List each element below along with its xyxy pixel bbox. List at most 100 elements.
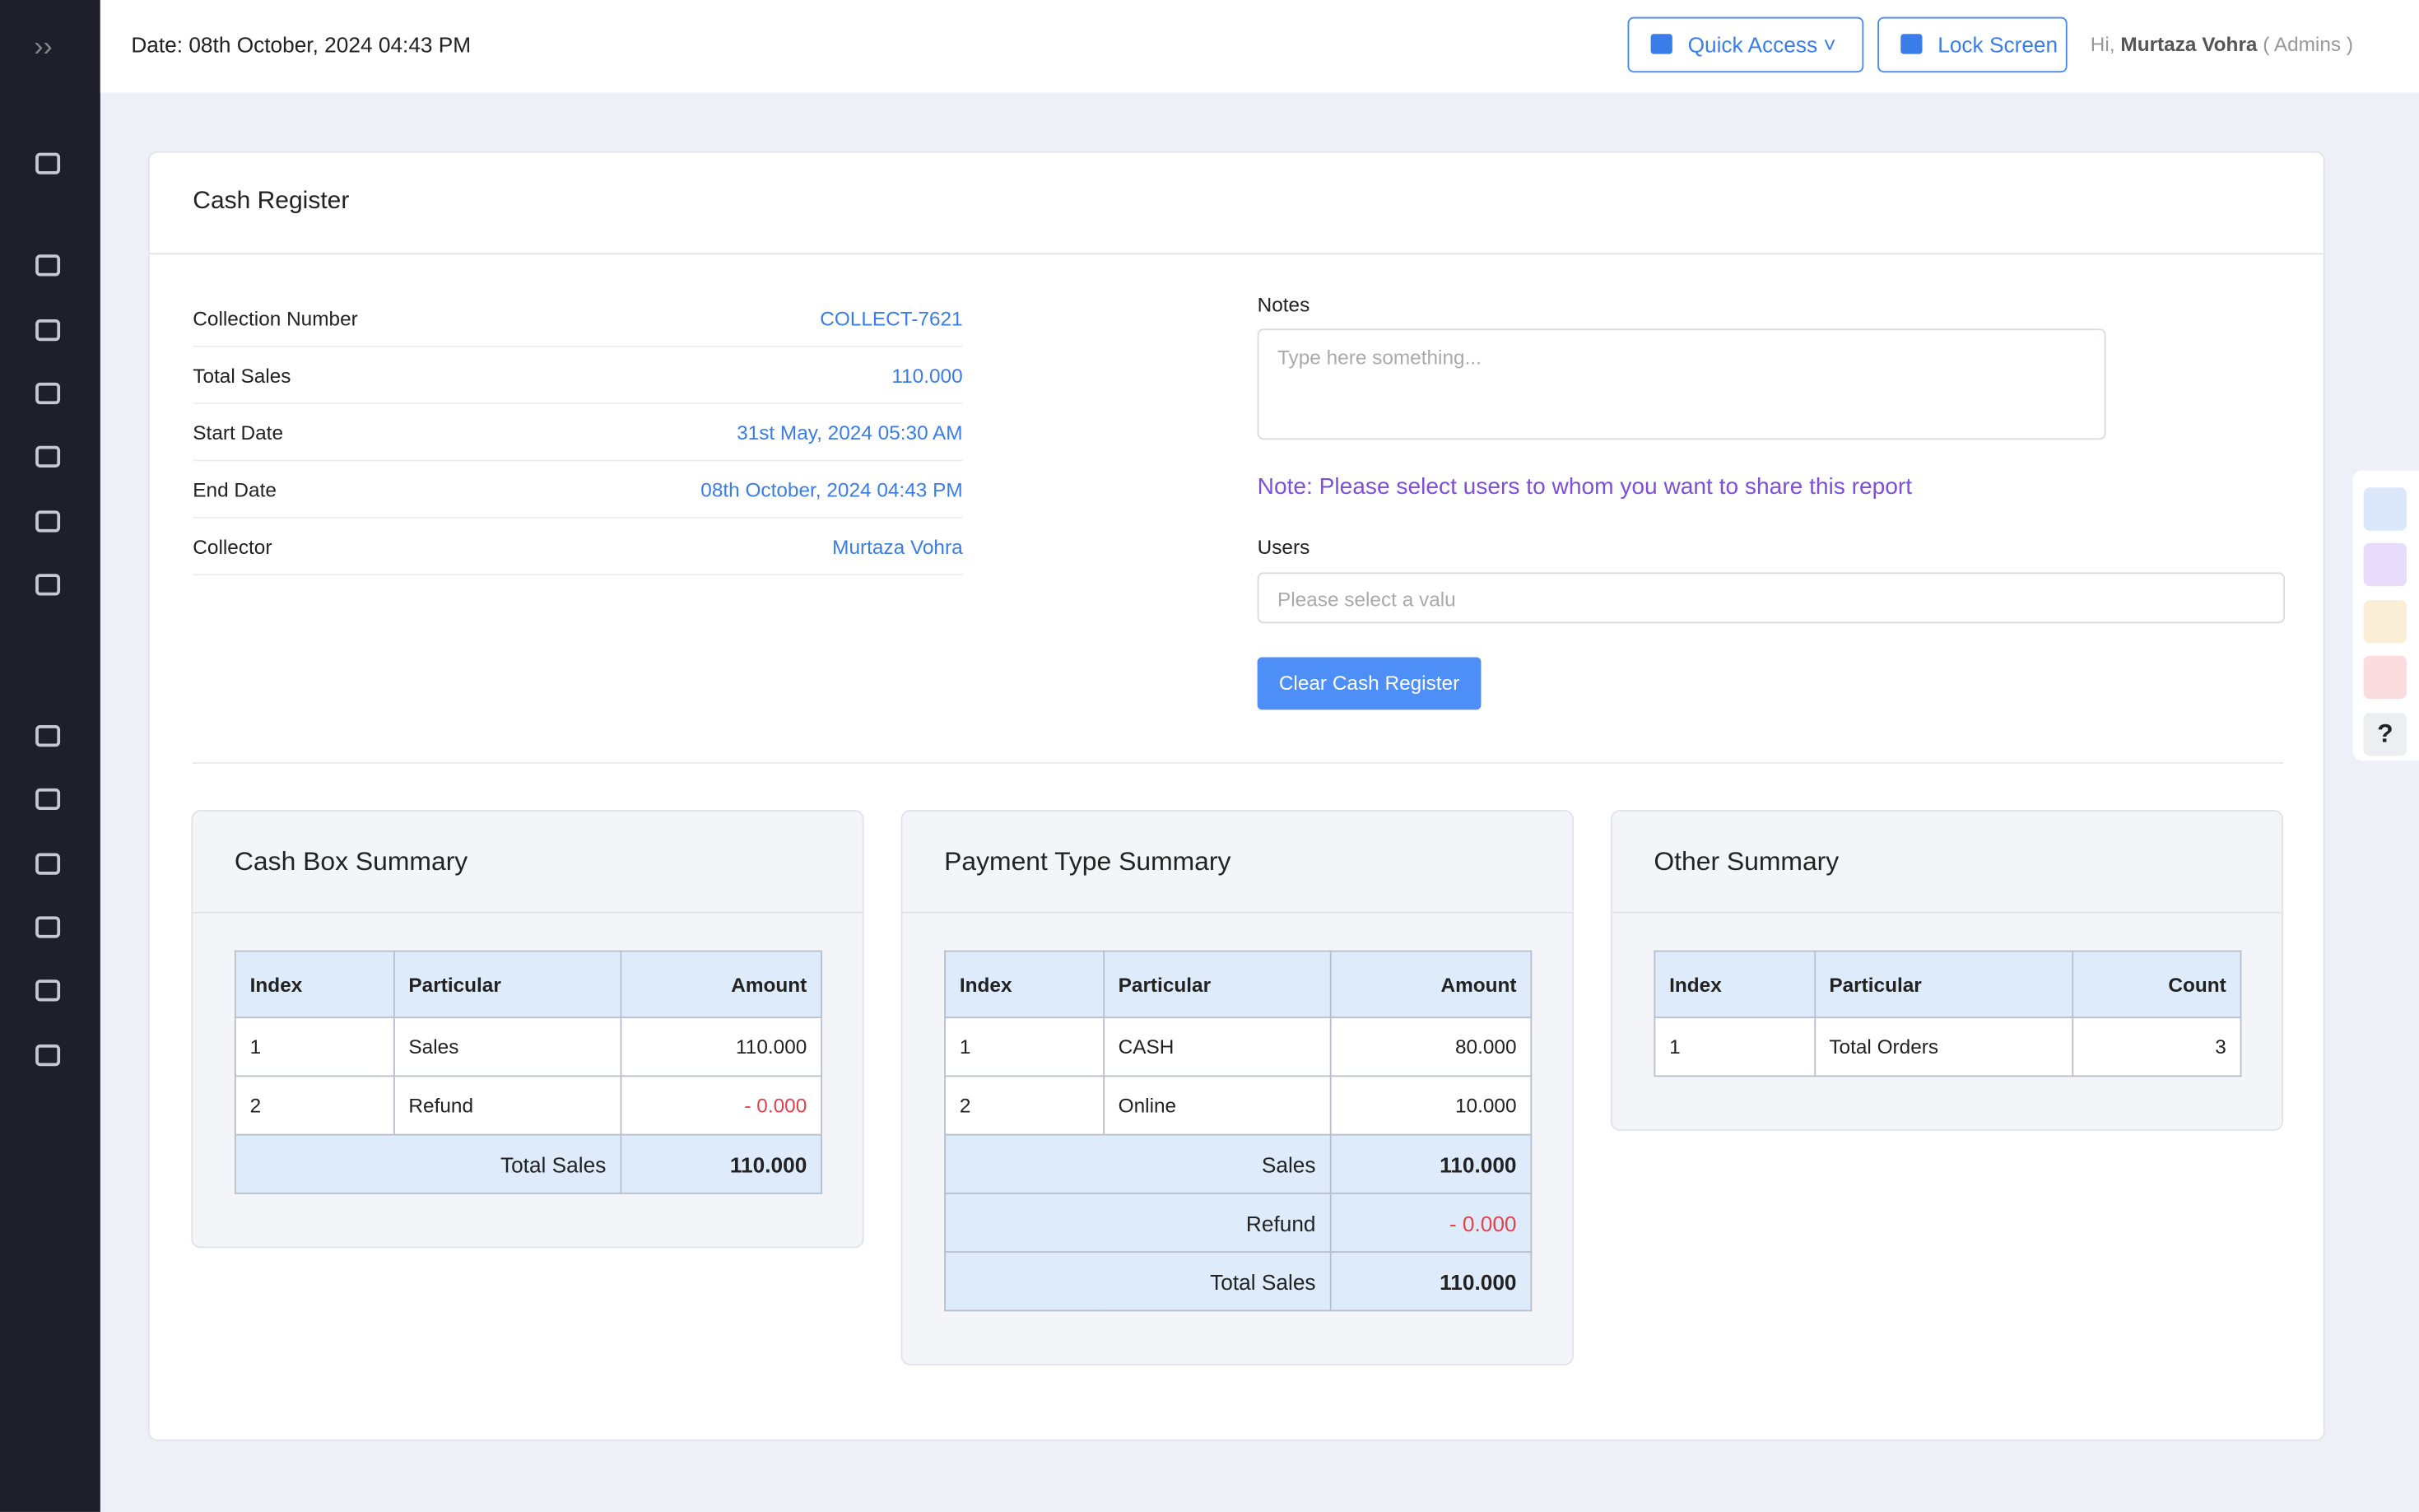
detail-value: Murtaza Vohra	[832, 534, 963, 558]
cell: Total Orders	[1813, 1017, 2073, 1077]
detail-value: 08th October, 2024 04:43 PM	[700, 477, 963, 501]
cell: 80.000	[1329, 1017, 1533, 1077]
help-shortcut[interactable]: ?	[2363, 712, 2407, 756]
header-cell: Particular	[393, 950, 622, 1019]
detail-row: Collector Murtaza Vohra	[193, 519, 963, 576]
cell: 1	[1654, 1017, 1816, 1077]
notes-label: Notes	[1257, 293, 1310, 317]
cell: Sales	[393, 1017, 622, 1077]
video-shortcut[interactable]	[2363, 655, 2407, 700]
header-row: Index Particular Amount	[234, 950, 823, 1019]
cell: 10.000	[1329, 1075, 1533, 1136]
footer-value: 110.000	[620, 1133, 823, 1194]
footer-label: Sales	[944, 1133, 1332, 1194]
cell: 110.000	[620, 1017, 823, 1077]
cell: 1	[944, 1017, 1105, 1077]
footer-label: Total Sales	[234, 1133, 622, 1194]
nav-icon[interactable]	[35, 1044, 61, 1067]
nav-icon[interactable]	[35, 853, 61, 875]
quick-access-button[interactable]: Quick Access ˅	[1627, 16, 1864, 73]
cell: 1	[234, 1017, 395, 1077]
calendar-shortcut[interactable]	[2363, 542, 2407, 587]
nav-icon[interactable]	[35, 382, 61, 405]
users-label: Users	[1257, 535, 1310, 559]
cell: 3	[2072, 1017, 2242, 1077]
header-cell: Particular	[1102, 950, 1332, 1019]
row: 2 Online 10.000	[944, 1075, 1533, 1136]
detail-label: Start Date	[193, 420, 284, 444]
row: 2 Refund - 0.000	[234, 1075, 823, 1136]
header-row: Index Particular Amount	[944, 950, 1533, 1019]
footer-row: Sales 110.000	[944, 1133, 1533, 1194]
summary-card: Payment Type Summary Index Particular Amoun…	[900, 810, 1574, 1365]
summary-title: Payment Type Summary	[902, 812, 1573, 914]
footer-row: Total Sales 110.000	[944, 1251, 1533, 1312]
summary-title: Other Summary	[1612, 812, 2282, 914]
detail-row: End Date 08th October, 2024 04:43 PM	[193, 461, 963, 519]
row: 1 CASH 80.000	[944, 1017, 1533, 1077]
cell: Online	[1102, 1075, 1332, 1136]
header-row: Index Particular Count	[1654, 950, 2242, 1019]
label: Quick Access	[1687, 32, 1818, 58]
nav-icon[interactable]	[35, 152, 61, 174]
header-cell: Index	[944, 950, 1105, 1019]
nav-icon[interactable]	[35, 724, 61, 747]
hi: Hi,	[2090, 32, 2115, 56]
summary-table: Index Particular Amount 1 CASH 80.000 2 Online 1…	[944, 950, 1533, 1312]
footer-row: Refund - 0.000	[944, 1192, 1533, 1254]
sidebar: ››	[0, 0, 100, 1512]
cell: 2	[944, 1075, 1105, 1136]
cell: 2	[234, 1075, 395, 1136]
detail-label: End Date	[193, 477, 277, 501]
detail-label: Collection Number	[193, 306, 358, 330]
nav-icon[interactable]	[35, 788, 61, 811]
header-cell: Amount	[620, 950, 823, 1019]
nav-icon[interactable]	[35, 319, 61, 342]
detail-value: COLLECT-7621	[820, 306, 963, 330]
summary-table: Index Particular Count 1 Total Orders 3	[1654, 950, 2242, 1077]
row: 1 Total Orders 3	[1654, 1017, 2242, 1077]
nav-icon[interactable]	[35, 979, 61, 1002]
share-note: Note: Please select users to whom you wa…	[1257, 473, 1913, 500]
summary-title: Cash Box Summary	[193, 812, 863, 914]
top-bar: Date: 08th October, 2024 04:43 PM Quick …	[100, 0, 2419, 93]
detail-value: 110.000	[891, 363, 963, 387]
summary-card: Other Summary Index Particular Count 1 Total …	[1610, 810, 2284, 1131]
notes-textarea[interactable]: Type here something...	[1257, 328, 2106, 440]
footer-value: 110.000	[1329, 1251, 1533, 1312]
header-cell: Count	[2072, 950, 2242, 1019]
cash-register-card: Cash Register Collection Number COLLECT-7…	[147, 151, 2325, 1441]
date: Date: 08th October, 2024 04:43 PM	[131, 32, 472, 58]
row: 1 Sales 110.000	[234, 1017, 823, 1077]
nav-icon[interactable]	[35, 510, 61, 533]
detail-row: Collection Number COLLECT-7621	[193, 290, 963, 347]
cell: CASH	[1102, 1017, 1332, 1077]
home-shortcut[interactable]	[2363, 487, 2407, 531]
label: Lock Screen	[1938, 32, 2058, 58]
header-cell: Index	[234, 950, 395, 1019]
cell: Refund	[393, 1075, 622, 1136]
summary-table: Index Particular Amount 1 Sales 110.000 2 Refun…	[234, 950, 823, 1194]
detail-label: Total Sales	[193, 363, 291, 387]
role: ( Admins )	[2263, 32, 2353, 56]
expand-icon[interactable]: ››	[34, 30, 53, 62]
header-cell: Index	[1654, 950, 1816, 1019]
footer-value: - 0.000	[1329, 1192, 1533, 1254]
header-cell: Amount	[1329, 950, 1533, 1019]
basket-shortcut[interactable]	[2363, 600, 2407, 644]
user: Murtaza Vohra	[2120, 32, 2258, 56]
footer-label: Refund	[944, 1192, 1332, 1254]
lock-screen-button[interactable]: Lock Screen	[1877, 16, 2068, 73]
nav-icon[interactable]	[35, 445, 61, 468]
nav-icon[interactable]	[35, 574, 61, 596]
summary-card: Cash Box Summary Index Particular Amount 1 Sa…	[191, 810, 864, 1249]
nav-icon[interactable]	[35, 254, 61, 277]
footer-value: 110.000	[1329, 1133, 1533, 1194]
nav-icon[interactable]	[35, 916, 61, 938]
footer-row: Total Sales 110.000	[234, 1133, 823, 1194]
card-title: Cash Register	[193, 188, 350, 215]
clear-button[interactable]: Clear Cash Register	[1257, 657, 1482, 710]
users-select[interactable]: Please select a valu	[1257, 572, 2285, 624]
